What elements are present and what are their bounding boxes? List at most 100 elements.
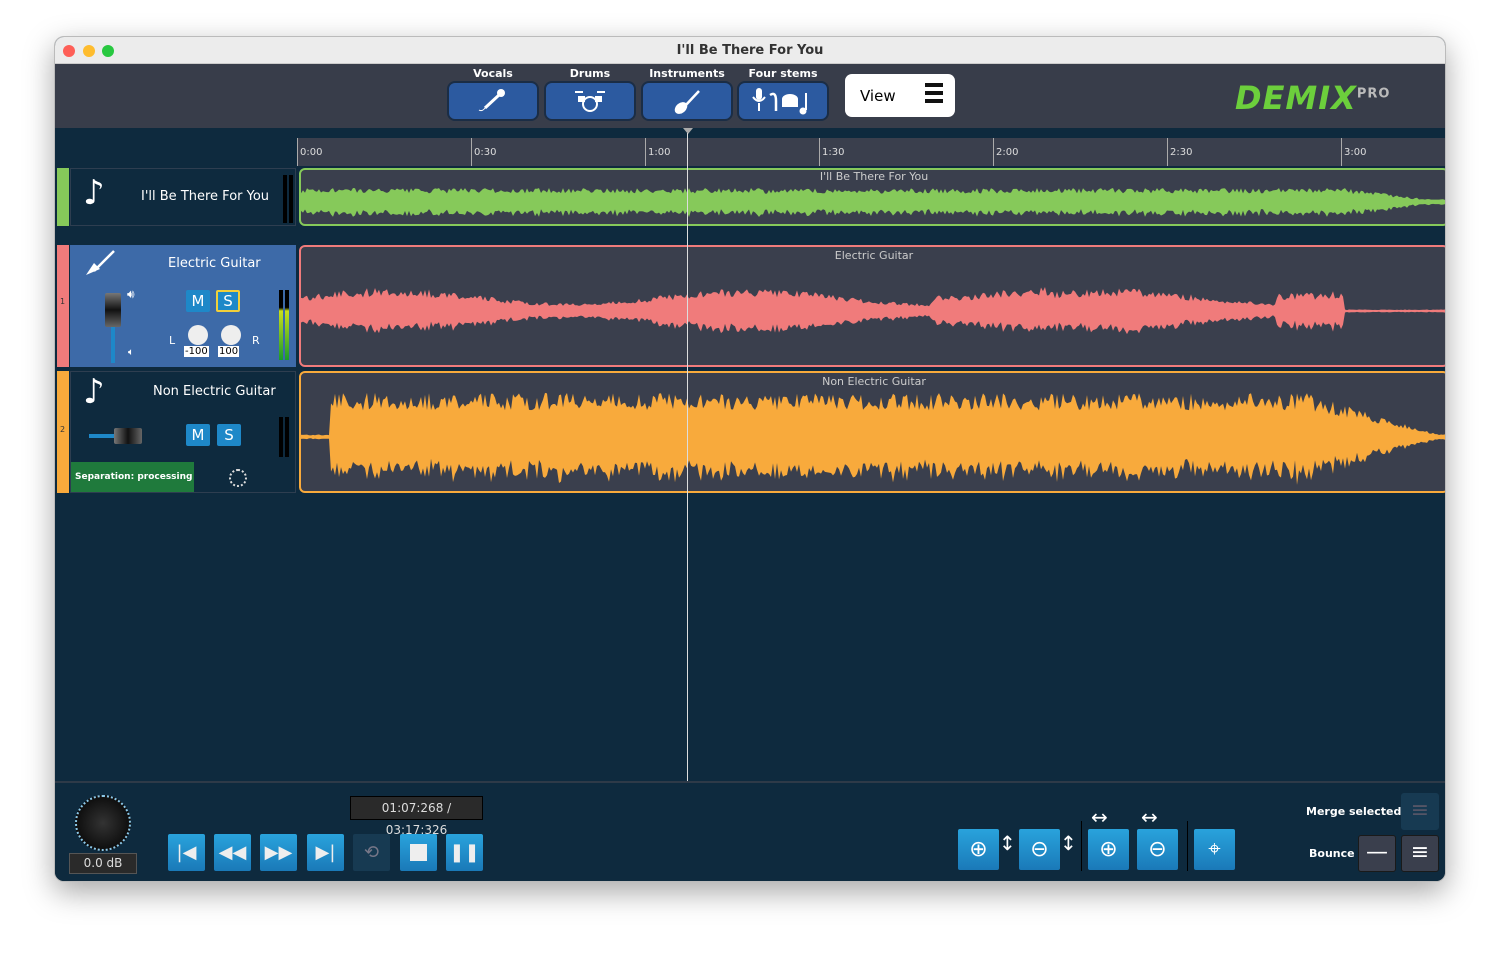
hamburger-icon — [925, 83, 943, 103]
ruler-tick: 3:00 — [1341, 138, 1366, 166]
loop-off-icon: ⟲ — [363, 842, 380, 863]
pause-icon: ❚❚ — [449, 842, 480, 863]
pan-left-value[interactable]: -100 — [184, 346, 209, 357]
playhead-marker[interactable] — [683, 128, 693, 134]
pause-button[interactable]: ❚❚ — [446, 834, 483, 871]
menu-icon: ≡ — [1410, 798, 1430, 823]
zoom-out-icon: ⊖ — [1030, 837, 1049, 862]
clip-label: Electric Guitar — [834, 249, 914, 262]
track-name: Non Electric Guitar — [153, 384, 276, 399]
loading-spinner-icon — [229, 469, 247, 487]
go-to-start-button[interactable]: |◀ — [168, 834, 205, 871]
clip-label: I'll Be There For You — [819, 170, 929, 183]
crosshair-icon: ⌖ — [1208, 837, 1221, 862]
level-meter — [279, 417, 283, 457]
drums-button[interactable] — [544, 81, 636, 121]
track-name: Electric Guitar — [168, 256, 261, 271]
instruments-button[interactable] — [641, 81, 733, 121]
music-note-icon: ♪ — [83, 173, 105, 213]
stop-button[interactable] — [400, 834, 437, 871]
clip-mix[interactable]: I'll Be There For You — [299, 168, 1445, 226]
ruler-tick: 0:00 — [297, 138, 322, 166]
waveform — [301, 188, 1445, 218]
zoom-button[interactable] — [102, 45, 114, 57]
fast-forward-icon: ▶▶ — [264, 842, 293, 863]
solo-button[interactable]: S — [217, 424, 241, 446]
vocals-button[interactable] — [447, 81, 539, 121]
speaker-loud-icon: 🔊︎ — [127, 287, 135, 301]
view-menu-button[interactable]: View — [845, 74, 955, 117]
zoom-out-horizontal-button[interactable]: ⊖ — [1137, 829, 1178, 870]
rewind-icon: ◀◀ — [218, 842, 247, 863]
fast-forward-button[interactable]: ▶▶ — [260, 834, 297, 871]
track-header-mix[interactable]: ♪ I'll Be There For You — [70, 168, 296, 226]
timeline-ruler[interactable]: 0:00 0:30 1:00 1:30 2:00 2:30 3:00 — [297, 138, 1445, 166]
track-name: I'll Be There For You — [141, 189, 270, 204]
pan-right-knob[interactable] — [221, 325, 241, 345]
waveform-shape — [301, 392, 1445, 485]
pan-left-label: L — [169, 334, 176, 347]
zoom-in-icon: ⊕ — [969, 837, 988, 862]
four-stems-label: Four stems — [748, 67, 818, 80]
rewind-button[interactable]: ◀◀ — [214, 834, 251, 871]
title-bar: I'll Be There For You — [55, 37, 1445, 64]
ruler-tick: 1:30 — [819, 138, 844, 166]
menu-icon: ≡ — [1410, 840, 1430, 865]
level-meter — [285, 417, 289, 457]
zoom-out-icon: ⊖ — [1148, 837, 1167, 862]
time-display: 01:07:268 / 03:17:326 — [350, 796, 483, 837]
bounce-single-button[interactable]: — — [1358, 835, 1396, 872]
volume-fader[interactable] — [89, 428, 145, 444]
track-header-non-electric-guitar[interactable]: ♪ Non Electric Guitar M S Separation: pr… — [70, 371, 296, 493]
four-stems-button[interactable] — [737, 81, 829, 121]
pan-left-knob[interactable] — [188, 325, 208, 345]
merge-selected-label: Merge selected — [1306, 805, 1402, 818]
close-button[interactable] — [63, 45, 75, 57]
ruler-tick: 0:30 — [471, 138, 496, 166]
track-header-electric-guitar[interactable]: Electric Guitar 🔊︎ 🔈︎ M S L R -100 100 — [70, 245, 296, 367]
skip-forward-icon: ▶| — [315, 842, 336, 863]
waveform-shape — [301, 188, 1445, 218]
microphone-icon — [478, 89, 505, 112]
solo-button[interactable]: S — [216, 290, 240, 312]
window-title: I'll Be There For You — [676, 43, 824, 58]
master-volume-value: 0.0 dB — [69, 853, 137, 874]
clip-label: Non Electric Guitar — [822, 375, 926, 388]
playhead-line[interactable] — [687, 133, 689, 781]
pan-right-value[interactable]: 100 — [218, 346, 240, 357]
level-meter — [279, 290, 283, 360]
toolbar: Vocals Drums Instruments Four stems View… — [55, 64, 1445, 128]
skip-back-icon: |◀ — [176, 842, 197, 863]
bounce-menu-button[interactable]: ≡ — [1401, 835, 1439, 872]
divider — [1081, 821, 1082, 871]
volume-fader[interactable] — [105, 293, 121, 363]
mute-button[interactable]: M — [186, 424, 210, 446]
zoom-out-vertical-button[interactable]: ⊖ — [1019, 829, 1060, 870]
level-meter — [285, 290, 289, 360]
instruments-label: Instruments — [649, 67, 725, 80]
level-meter — [283, 175, 287, 223]
minus-icon: — — [1366, 840, 1388, 865]
track-color-bar — [57, 168, 69, 226]
vertical-arrow-icon: ↕ — [1060, 831, 1077, 855]
drum-kit-icon — [575, 91, 605, 112]
bounce-label: Bounce — [1309, 847, 1355, 860]
zoom-in-horizontal-button[interactable]: ⊕ — [1088, 829, 1129, 870]
go-to-end-button[interactable]: ▶| — [307, 834, 344, 871]
master-volume-knob[interactable] — [75, 795, 131, 851]
center-playhead-button[interactable]: ⌖ — [1194, 829, 1235, 870]
clip-non-electric-guitar[interactable]: Non Electric Guitar — [299, 371, 1445, 493]
separation-status: Separation: processing — [71, 462, 194, 492]
minimize-button[interactable] — [83, 45, 95, 57]
clip-electric-guitar[interactable]: Electric Guitar — [299, 245, 1445, 367]
merge-selected-button[interactable]: ≡ — [1401, 793, 1439, 830]
pan-right-label: R — [252, 334, 260, 347]
track-color-bar: 2 — [57, 371, 69, 493]
loop-toggle-button[interactable]: ⟲ — [353, 834, 390, 871]
mute-button[interactable]: M — [186, 290, 210, 312]
zoom-in-vertical-button[interactable]: ⊕ — [958, 829, 999, 870]
demix-pro-logo: DEMIXPRO — [1235, 79, 1391, 117]
stop-icon — [410, 844, 427, 861]
horizontal-arrow-icon: ↔ — [1091, 805, 1108, 829]
divider — [1187, 821, 1188, 871]
